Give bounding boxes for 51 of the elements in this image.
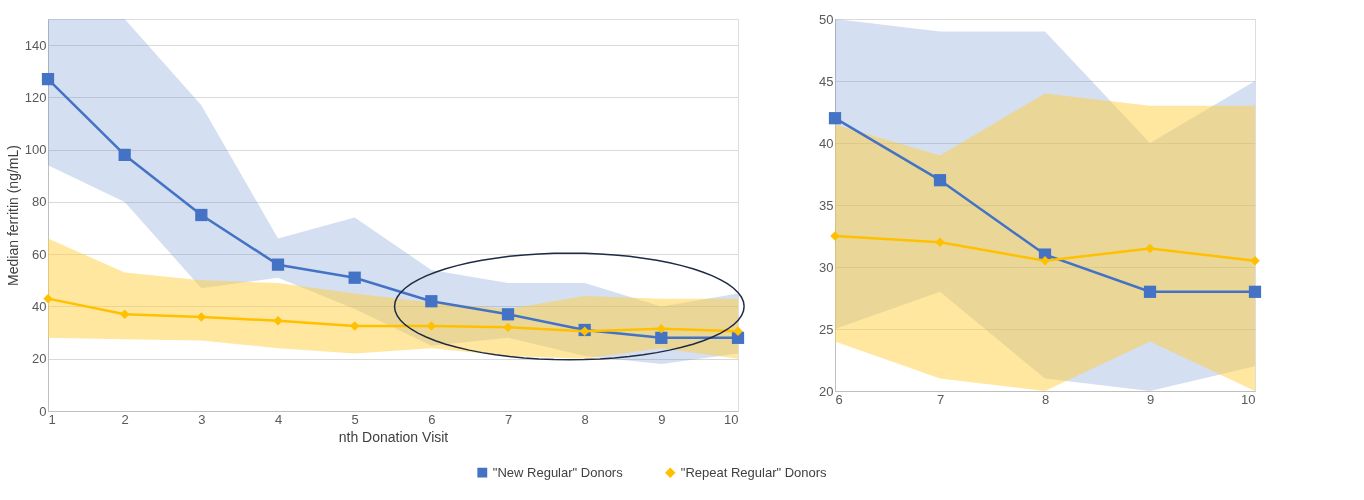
point bbox=[1143, 285, 1157, 298]
y-tick-label: 30 bbox=[819, 259, 834, 275]
point bbox=[501, 308, 515, 321]
y-tick-label: 25 bbox=[819, 321, 834, 337]
x-tick-label: 5 bbox=[351, 411, 359, 427]
point bbox=[119, 309, 130, 320]
x-tick-label: 9 bbox=[658, 411, 666, 427]
y-tick-label: 80 bbox=[32, 194, 47, 210]
y-tick-label: 40 bbox=[32, 298, 47, 314]
point bbox=[41, 72, 55, 86]
point bbox=[425, 295, 438, 308]
point bbox=[118, 148, 131, 162]
y-tick-label: 60 bbox=[32, 246, 47, 262]
point bbox=[195, 208, 208, 222]
y-tick-label: 40 bbox=[819, 135, 834, 151]
x-tick-label: 10 bbox=[1241, 391, 1256, 407]
point bbox=[1145, 243, 1155, 254]
point bbox=[733, 326, 743, 337]
point bbox=[503, 322, 513, 333]
x-tick-label: 3 bbox=[198, 411, 206, 427]
point bbox=[933, 174, 947, 187]
x-tick-label: 8 bbox=[1041, 391, 1050, 407]
x-tick-label: 1 bbox=[48, 411, 56, 427]
x-tick-label: 2 bbox=[121, 411, 129, 427]
y-tick-label: 50 bbox=[819, 11, 834, 27]
point bbox=[655, 331, 668, 344]
x-axis-title: nth Donation Visit bbox=[338, 428, 449, 445]
x-tick-label: 8 bbox=[581, 411, 589, 427]
legend-label: "New Regular" Donors bbox=[492, 464, 624, 480]
x-tick-label: 6 bbox=[835, 391, 843, 407]
y-axis-title: Median ferritin (ng/mL) bbox=[4, 145, 21, 286]
x-tick-label: 7 bbox=[504, 411, 513, 427]
y-tick-label: 120 bbox=[24, 89, 47, 105]
x-tick-label: 6 bbox=[428, 411, 436, 427]
x-tick-label: 7 bbox=[936, 391, 945, 407]
y-tick-label: 20 bbox=[819, 383, 834, 399]
y-tick-label: 100 bbox=[24, 142, 47, 158]
point bbox=[828, 112, 842, 125]
x-tick-label: 9 bbox=[1146, 391, 1155, 407]
y-tick-label: 20 bbox=[32, 351, 47, 367]
point bbox=[1248, 285, 1262, 298]
point bbox=[348, 271, 361, 284]
x-tick-label: 4 bbox=[274, 411, 283, 427]
y-tick-label: 35 bbox=[819, 197, 834, 213]
y-tick-label: 140 bbox=[24, 37, 47, 53]
legend-label: "Repeat Regular" Donors bbox=[680, 464, 828, 480]
y-tick-label: 0 bbox=[39, 403, 47, 419]
point bbox=[271, 258, 285, 271]
x-tick-label: 10 bbox=[724, 411, 739, 427]
y-tick-label: 45 bbox=[819, 73, 834, 89]
point bbox=[43, 293, 53, 304]
